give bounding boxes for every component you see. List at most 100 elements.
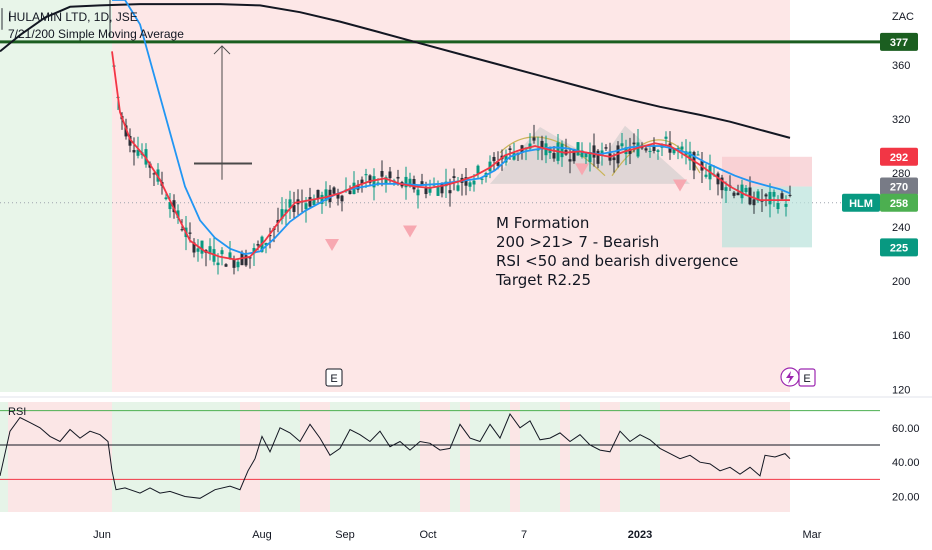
measure-arrowhead <box>213 45 231 55</box>
candle-body <box>232 259 236 268</box>
rsi-zone <box>520 402 560 512</box>
candle-body <box>532 137 536 141</box>
candle-body <box>740 184 744 199</box>
candle-body <box>376 182 380 184</box>
candle-body <box>388 171 392 179</box>
candle-body <box>552 153 556 159</box>
sell-signal-marker <box>403 225 417 238</box>
candle-body <box>428 187 432 193</box>
candle-body <box>656 150 660 152</box>
earnings-marker-box <box>325 368 343 387</box>
candle-body <box>216 262 220 266</box>
candle-body <box>664 136 668 139</box>
candle-body <box>488 161 492 172</box>
candle-body <box>440 183 444 194</box>
candle-body <box>568 159 572 162</box>
symbol-title[interactable]: HULAMIN LTD, 1D, JSE <box>8 10 138 24</box>
earnings-marker: E <box>780 367 816 387</box>
rsi-zone <box>660 402 790 512</box>
candle-body <box>676 148 680 150</box>
candle-body <box>580 150 584 157</box>
candle-body <box>572 149 576 162</box>
earnings-marker: E <box>325 368 343 387</box>
candle-body <box>780 193 784 199</box>
candle-body <box>128 135 132 146</box>
rsi-zone <box>560 402 570 512</box>
candle-body <box>448 190 452 194</box>
candle-body <box>540 140 544 150</box>
candle-body <box>268 234 272 237</box>
annotation-text: 200 >21> 7 - Bearish <box>496 233 659 251</box>
candle-body <box>764 194 768 197</box>
candle-body <box>168 202 172 210</box>
rsi-zone <box>510 402 520 512</box>
candle-body <box>464 177 468 186</box>
candle-body <box>252 247 256 254</box>
y-tick-label: 200 <box>892 276 910 288</box>
candle-body <box>280 209 284 219</box>
candle-body <box>188 232 192 234</box>
y-tick-label: 360 <box>892 60 910 72</box>
stop-box <box>722 156 812 187</box>
candle-body <box>696 154 700 156</box>
m-formation-shape <box>490 125 690 184</box>
candle-body <box>768 191 772 205</box>
x-tick-label: Aug <box>252 529 272 541</box>
candle-body <box>336 194 340 199</box>
rsi-panel-label: RSI <box>8 406 26 418</box>
price-badge-377 <box>880 32 918 51</box>
candle-body <box>208 246 212 255</box>
rsi-zone <box>260 402 300 512</box>
rsi-y-tick-label: 60.00 <box>892 423 920 435</box>
candle-body <box>136 149 140 156</box>
candle-body <box>192 242 196 253</box>
y-tick-label: 280 <box>892 168 910 180</box>
sell-signal-marker <box>325 239 339 252</box>
sma-200-line <box>0 3 791 139</box>
candle-body <box>132 150 136 153</box>
candle-body <box>468 182 472 187</box>
candle-body <box>292 205 296 212</box>
x-tick-label: Sep <box>335 529 355 541</box>
annotation-text: RSI <50 and bearish divergence <box>496 252 738 270</box>
candle-body <box>152 173 156 175</box>
candle-body <box>408 178 412 187</box>
candle-body <box>164 197 168 200</box>
candle-body <box>180 229 184 231</box>
price-badge-258 <box>880 193 918 212</box>
candle-body <box>220 250 224 255</box>
candle-body <box>304 203 308 210</box>
candle-body <box>756 191 760 201</box>
candle-body <box>688 151 692 161</box>
candle-body <box>312 198 316 206</box>
y-tick-label: 120 <box>892 384 910 396</box>
candle-body <box>720 177 724 191</box>
candle-body <box>592 145 596 158</box>
symbol-badge-text: HLM <box>849 198 873 210</box>
candle-body <box>416 189 420 196</box>
candle-body <box>436 186 440 196</box>
candle-body <box>704 174 708 177</box>
price-badge-text: 225 <box>890 242 908 254</box>
price-badge-text: 270 <box>890 182 908 194</box>
rsi-zone <box>8 402 112 512</box>
candle-body <box>176 210 180 218</box>
bear-zone <box>112 0 790 392</box>
currency-label: ZAC <box>892 11 914 23</box>
lightning-icon <box>786 371 794 384</box>
candle-body <box>640 147 644 149</box>
candle-body <box>228 252 232 258</box>
candle-body <box>348 190 352 195</box>
target-box <box>722 186 812 248</box>
earnings-marker-label: E <box>330 373 337 385</box>
candle-body <box>496 161 500 166</box>
price-badge-text: 292 <box>890 152 908 164</box>
sell-signal-marker <box>575 163 589 176</box>
candle-body <box>680 146 684 150</box>
candle-body <box>644 148 648 151</box>
annotation-text: M Formation <box>496 214 589 232</box>
rsi-zone <box>240 402 260 512</box>
candle-body <box>200 240 204 254</box>
indicator-title[interactable]: 7/21/200 Simple Moving Average <box>8 27 184 41</box>
